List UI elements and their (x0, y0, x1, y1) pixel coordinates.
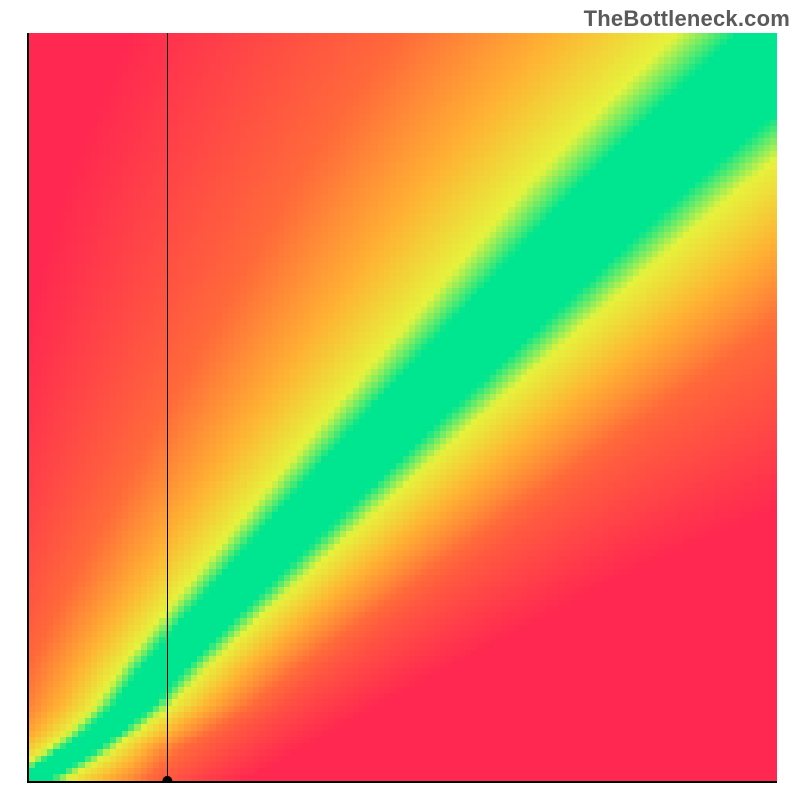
watermark-text: TheBottleneck.com (584, 6, 790, 32)
plot-area (27, 33, 777, 783)
chart-container: TheBottleneck.com (0, 0, 800, 800)
heatmap-canvas (29, 33, 777, 781)
